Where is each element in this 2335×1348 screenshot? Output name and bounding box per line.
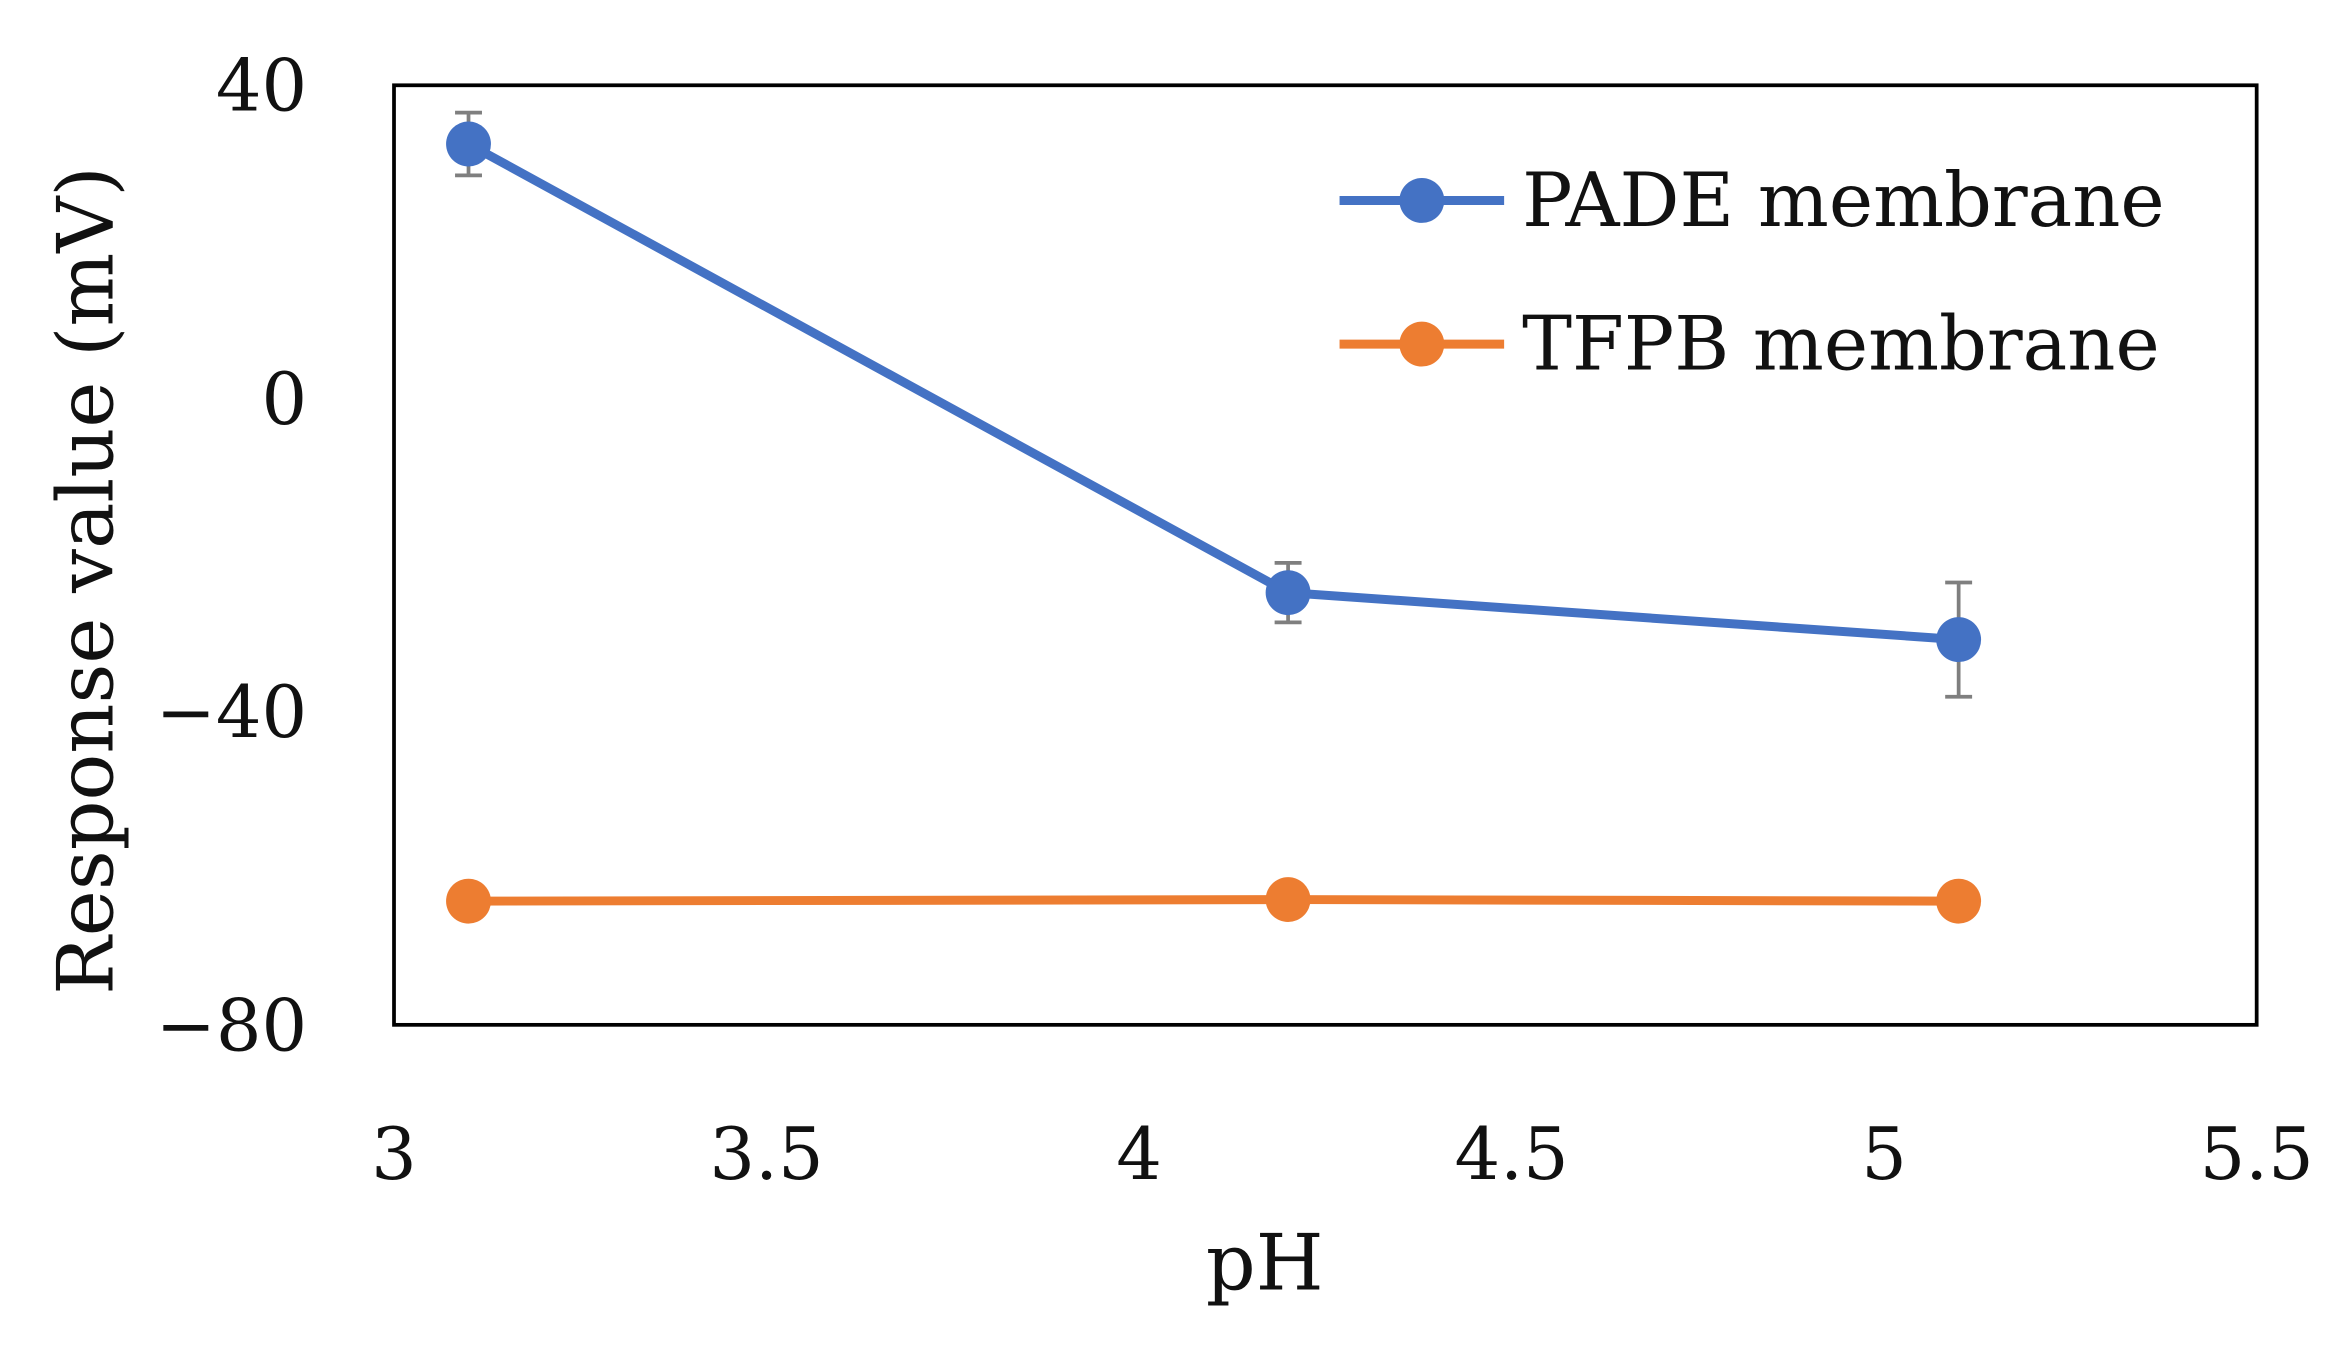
x-axis-label: pH [1206, 1219, 1324, 1309]
data-point [1265, 570, 1311, 616]
data-point [1936, 878, 1982, 924]
legend-marker [1399, 321, 1445, 367]
data-point [446, 878, 491, 924]
series-1 [446, 877, 1982, 924]
y-tick-label: 40 [216, 44, 307, 128]
data-point [1936, 617, 1982, 663]
x-tick-label: 5 [1861, 1112, 1907, 1196]
data-point [1265, 877, 1311, 923]
legend-label: TFPB membrane [1522, 301, 2160, 388]
y-tick-label: −80 [156, 983, 308, 1067]
x-tick-label: 3 [371, 1112, 417, 1196]
legend: PADE membrane TFPB membrane [1339, 157, 2165, 388]
data-point [446, 121, 491, 167]
plot-area [392, 83, 2259, 1027]
series-0 [446, 110, 1982, 699]
x-tick-label: 5.5 [2200, 1112, 2314, 1196]
y-tick-label: 0 [262, 357, 308, 441]
x-tick-label: 3.5 [709, 1112, 823, 1196]
y-axis-label: Response value (mV) [42, 166, 132, 995]
y-tick-label: −40 [156, 670, 308, 754]
x-tick-label: 4 [1116, 1112, 1162, 1196]
series-line [468, 895, 1959, 906]
x-tick-label: 4.5 [1455, 1112, 1569, 1196]
legend-marker [1399, 178, 1445, 223]
legend-label: PADE membrane [1522, 157, 2165, 244]
